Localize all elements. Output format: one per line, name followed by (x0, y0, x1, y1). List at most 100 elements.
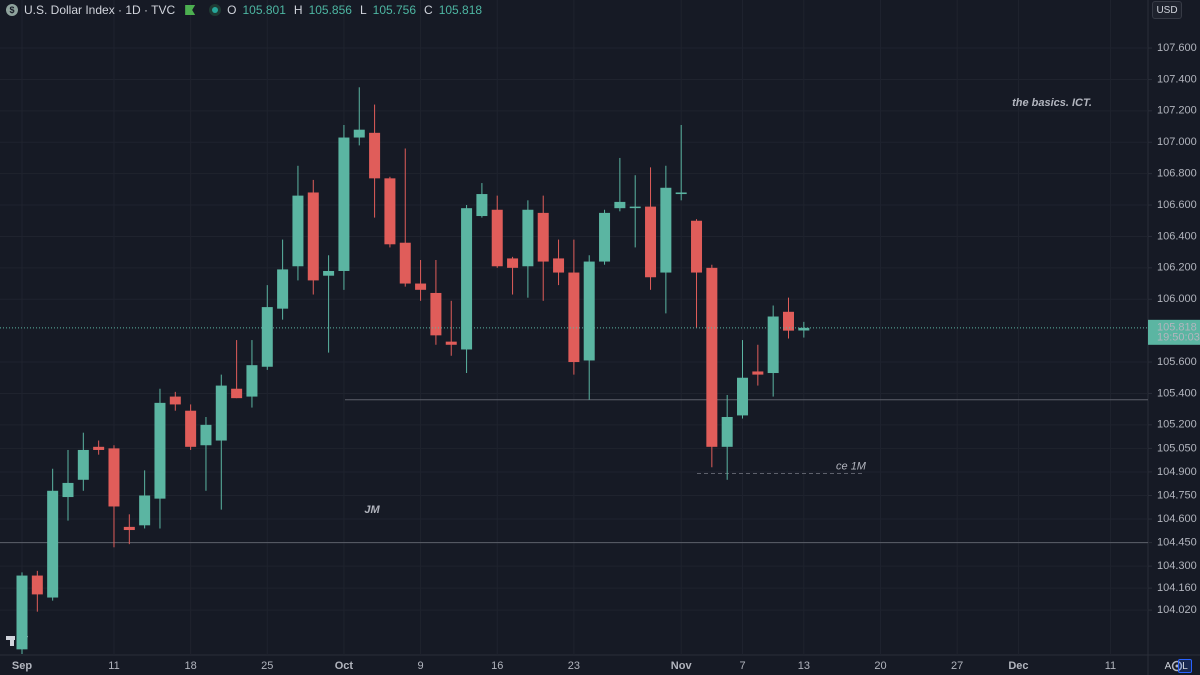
y-tick-label: 104.600 (1157, 513, 1197, 525)
candle-body (691, 220, 703, 273)
auto-scale-button[interactable]: A (1164, 660, 1172, 672)
legend-header: $ U.S. Dollar Index · 1D · TVC O 105.801 … (6, 2, 484, 18)
y-tick-label: 105.600 (1157, 356, 1197, 368)
candle-body (93, 446, 105, 450)
candle-body (307, 192, 319, 281)
annotation: the basics. ICT. (1012, 97, 1092, 109)
candle-body (706, 267, 718, 447)
candle-body (399, 242, 411, 284)
candle-body (445, 341, 457, 345)
status-icon (209, 4, 222, 16)
level-label: ce 1M (836, 460, 867, 472)
y-tick-label: 107.400 (1157, 73, 1197, 85)
log-scale-button[interactable]: L (1178, 659, 1192, 673)
x-tick-label: Oct (335, 660, 354, 672)
ohlc-value: 105.818 (438, 3, 483, 17)
ohlc-value: 105.756 (372, 3, 417, 17)
y-tick-label: 104.300 (1157, 560, 1197, 572)
candle-body (62, 482, 74, 498)
price-label-bg (1148, 319, 1200, 345)
candle-body (277, 269, 289, 309)
currency-button[interactable]: USD (1152, 1, 1182, 19)
candle-body (77, 449, 89, 480)
candle-body (783, 311, 794, 331)
y-tick-label: 104.450 (1157, 536, 1197, 548)
x-tick-label: Nov (671, 660, 693, 672)
x-tick-label: 20 (874, 660, 886, 672)
candle-body (721, 416, 733, 447)
x-tick-label: 16 (491, 660, 503, 672)
candle-body (353, 129, 365, 138)
ohlc-key: C (424, 3, 433, 17)
symbol-title[interactable]: U.S. Dollar Index · 1D · TVC (24, 3, 176, 17)
x-tick-label: Sep (12, 660, 32, 672)
x-tick-label: 13 (798, 660, 810, 672)
candle-body (522, 209, 534, 267)
ohlc-key: L (359, 3, 367, 17)
ohlc-key: H (293, 3, 303, 17)
y-tick-label: 105.200 (1157, 419, 1197, 431)
candle-body (491, 209, 503, 267)
candle-body (660, 187, 672, 273)
ohlc-key: O (227, 3, 237, 17)
candle-body (629, 206, 641, 209)
y-tick-label: 105.050 (1157, 442, 1197, 454)
candle-body (154, 402, 166, 499)
candle-body (737, 377, 749, 416)
candle-body (798, 327, 810, 331)
x-tick-label: 9 (418, 660, 424, 672)
candle-body (215, 385, 227, 441)
flag-icon[interactable] (185, 5, 196, 15)
y-tick-label: 107.000 (1157, 136, 1197, 148)
y-tick-label: 104.160 (1157, 582, 1197, 594)
y-tick-label: 106.400 (1157, 230, 1197, 242)
settings-icon[interactable] (1171, 660, 1183, 672)
candle-body (430, 292, 442, 336)
candle-body (507, 258, 519, 268)
candle-body (231, 388, 243, 399)
candle-body (261, 307, 273, 367)
y-tick-label: 106.600 (1157, 199, 1197, 211)
candle-body (16, 575, 28, 650)
candle-body (767, 316, 779, 374)
candle-body (384, 178, 396, 245)
candle-body (599, 212, 611, 262)
y-tick-label: 107.600 (1157, 42, 1197, 54)
candle-body (583, 261, 595, 361)
ohlc-value: 105.856 (308, 3, 352, 17)
countdown: 19:50:03 (1157, 332, 1200, 344)
x-tick-label: 23 (568, 660, 580, 672)
candle-body (139, 495, 151, 526)
y-tick-label: 104.900 (1157, 466, 1197, 478)
x-tick-label: Dec (1008, 660, 1028, 672)
y-tick-label: 107.200 (1157, 105, 1197, 117)
y-tick-label: 105.400 (1157, 387, 1197, 399)
x-tick-label: 7 (739, 660, 745, 672)
candle-body (185, 410, 197, 447)
candle-body (47, 490, 59, 598)
candle-body (200, 424, 212, 446)
candle-body (292, 195, 304, 267)
candle-body (568, 272, 580, 363)
candle-body (246, 365, 258, 397)
candle-body (123, 526, 135, 531)
y-tick-label: 106.800 (1157, 168, 1197, 180)
x-tick-label: 25 (261, 660, 273, 672)
candle-body (553, 258, 565, 273)
candle-body (461, 208, 473, 350)
candle-body (338, 137, 350, 271)
candle-body (752, 371, 764, 375)
symbol-icon: $ (6, 4, 18, 16)
candle-body (476, 194, 488, 217)
candle-body (169, 396, 181, 405)
ohlc-value: 105.801 (242, 3, 286, 17)
y-tick-label: 106.200 (1157, 262, 1197, 274)
x-tick-label: 27 (951, 660, 963, 672)
x-tick-label: 11 (108, 660, 119, 672)
candle-body (369, 132, 381, 179)
watermark: JM (364, 504, 380, 516)
candle-body (323, 270, 335, 276)
candle-body (537, 212, 549, 262)
